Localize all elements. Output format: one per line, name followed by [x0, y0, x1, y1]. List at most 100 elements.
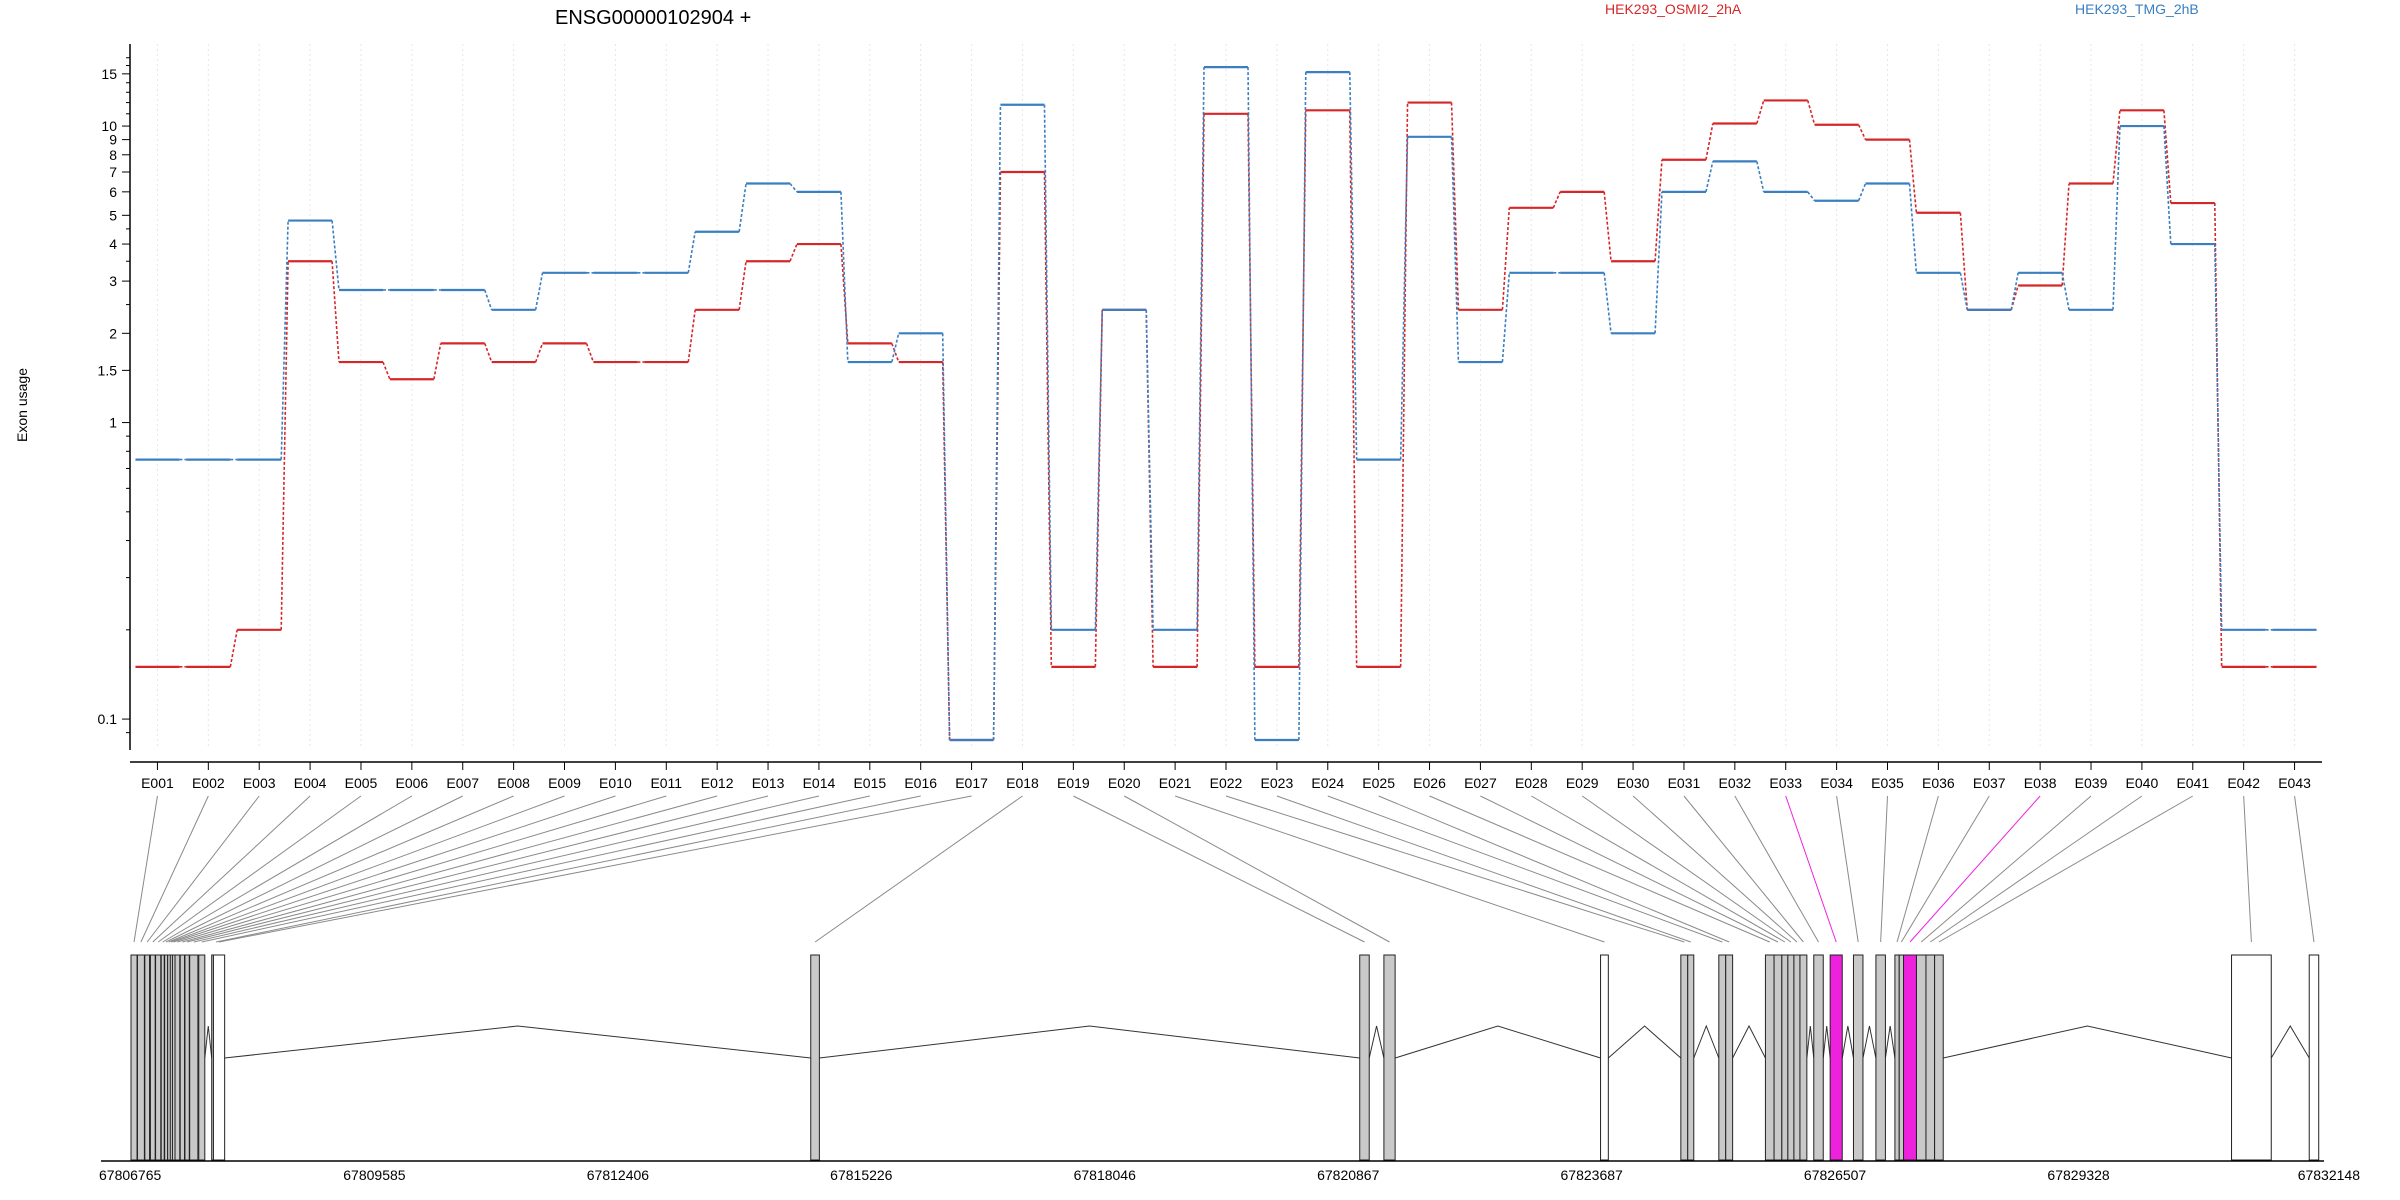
- series-connector: [483, 289, 493, 311]
- exon-connector: [1632, 795, 1798, 943]
- y-tick-label: 3: [109, 273, 117, 289]
- exon-block: [2231, 954, 2272, 1161]
- exon-label: E002: [192, 775, 225, 791]
- exon-connector: [1123, 795, 1390, 943]
- series-connector: [2010, 285, 2019, 311]
- series-connector: [1756, 161, 1765, 193]
- coordinate-label: 67812406: [587, 1167, 650, 1183]
- intron-line: [1693, 1024, 1720, 1059]
- series-connector: [1399, 102, 1409, 667]
- series-connector: [1908, 139, 1918, 213]
- exon-block: [1894, 954, 1900, 1161]
- y-tick-label: 15: [101, 66, 117, 82]
- exon-block: [810, 954, 820, 1161]
- series-connector: [738, 261, 747, 310]
- series-connector: [687, 309, 696, 363]
- exon-label: E007: [446, 775, 479, 791]
- exon-block: [1725, 954, 1734, 1161]
- exon-connector: [140, 795, 209, 943]
- exon-label: E021: [1159, 775, 1192, 791]
- exon-label: E012: [701, 775, 734, 791]
- y-tick-label: 1.5: [98, 362, 118, 378]
- exon-block: [1813, 954, 1824, 1161]
- series-connector: [433, 343, 442, 380]
- coordinate-label: 67820867: [1317, 1167, 1380, 1183]
- exon-label: E019: [1057, 775, 1090, 791]
- series-connector: [1501, 207, 1511, 310]
- exon-connector: [193, 795, 820, 943]
- series-connector: [1857, 124, 1867, 140]
- exon-connector: [1836, 795, 1859, 943]
- exon-label: E006: [396, 775, 429, 791]
- exon-block: [1934, 954, 1944, 1161]
- series-connector: [2213, 244, 2223, 630]
- y-tick-label: 5: [109, 207, 117, 223]
- exon-connector: [173, 795, 616, 943]
- series-connector: [331, 261, 340, 363]
- exon-connector: [1327, 795, 1723, 943]
- series-connector: [891, 343, 900, 363]
- series-connector: [280, 261, 289, 630]
- exon-block: [1898, 954, 1905, 1161]
- exon-label: E016: [904, 775, 937, 791]
- series-connector: [1247, 67, 1256, 741]
- exon-block: [1383, 954, 1396, 1161]
- intron-line: [2270, 1025, 2310, 1059]
- series-connector: [585, 343, 595, 363]
- coordinate-label: 67815226: [830, 1167, 893, 1183]
- series-connector: [2061, 272, 2070, 310]
- exon-label: E001: [141, 775, 174, 791]
- exon-connector: [168, 795, 514, 943]
- series-connector: [1654, 159, 1663, 262]
- series-connector: [1348, 110, 1358, 667]
- exon-block: [1718, 954, 1727, 1161]
- intron-line: [1884, 1025, 1896, 1059]
- exon-label: E004: [294, 775, 327, 791]
- exon-block: [1903, 954, 1917, 1161]
- exon-block: [189, 954, 199, 1161]
- y-tick-label: 6: [109, 184, 117, 200]
- exon-label: E039: [2075, 775, 2108, 791]
- exon-block: [2308, 954, 2320, 1161]
- series-connector: [1705, 161, 1714, 193]
- exon-block: [1875, 954, 1886, 1161]
- exon-label: E008: [497, 775, 530, 791]
- series-connector: [1603, 272, 1612, 334]
- exon-block: [1793, 954, 1801, 1161]
- exon-connector: [215, 795, 921, 943]
- coordinate-label: 67823687: [1561, 1167, 1624, 1183]
- y-tick-label: 8: [109, 147, 117, 163]
- exon-connector: [1880, 795, 1888, 943]
- exon-block: [144, 954, 151, 1161]
- series-connector: [1959, 272, 1969, 310]
- exon-label: E038: [2024, 775, 2057, 791]
- y-tick-label: 1: [109, 415, 117, 431]
- genomic-coordinates: 67806765 67809585 67812406 67815226 67818046…: [99, 1160, 2360, 1183]
- exon-connector: [170, 795, 565, 943]
- exon-label: E011: [650, 775, 682, 791]
- exon-label: E015: [853, 775, 886, 791]
- exon-connector: [1920, 795, 2092, 943]
- exon-block: [1799, 954, 1808, 1161]
- series-connector: [534, 343, 544, 363]
- exon-connector: [1734, 795, 1819, 943]
- series-connector: [1807, 191, 1816, 202]
- exon-connector: [1683, 795, 1804, 943]
- exon-label: E013: [752, 775, 785, 791]
- exon-label: E043: [2278, 775, 2311, 791]
- exon-label: E036: [1922, 775, 1955, 791]
- intron-line: [1394, 1025, 1601, 1059]
- intron-line: [1862, 1025, 1877, 1059]
- intron-line: [1368, 1025, 1385, 1059]
- exon-block: [179, 954, 186, 1161]
- exon-block: [1829, 954, 1843, 1161]
- series-connector: [1043, 104, 1053, 630]
- exon-label: E009: [548, 775, 581, 791]
- intron-line: [1822, 1025, 1831, 1059]
- series-connector: [534, 272, 544, 310]
- series-connector: [1654, 191, 1663, 334]
- exon-connector: [1930, 795, 2143, 943]
- exon-label: E027: [1464, 775, 1497, 791]
- series-connector: [2061, 183, 2070, 286]
- series-connector: [687, 231, 696, 273]
